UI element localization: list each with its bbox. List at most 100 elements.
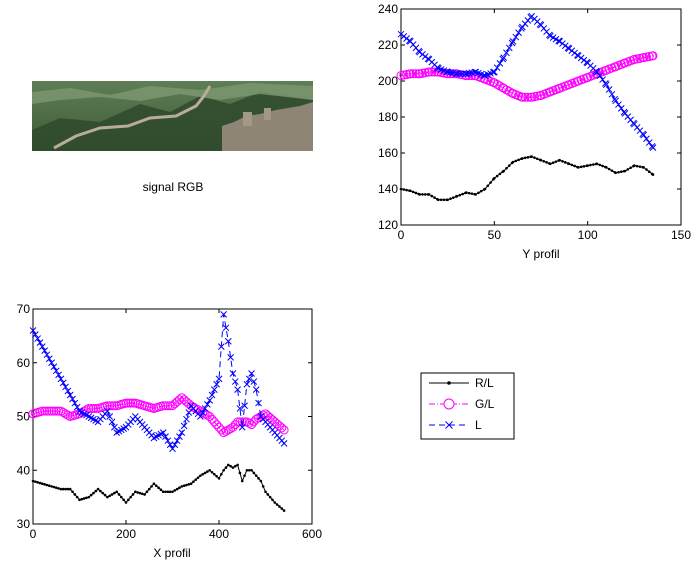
x-profile-point-rl — [275, 503, 279, 506]
x-profile-point-gl — [58, 407, 68, 417]
x-profile-point-rl — [245, 468, 249, 472]
x-profile-point-l — [66, 391, 74, 399]
x-profile-point-gl — [279, 425, 289, 435]
x-profile-point-rl — [229, 464, 232, 468]
x-profile-point-l — [180, 422, 188, 430]
x-profile-point-rl — [54, 486, 58, 490]
y-profile-point-gl — [520, 92, 530, 102]
y-profile-point-rl — [601, 164, 604, 168]
x-profile-point-l — [243, 380, 251, 388]
x-profile-point-l — [50, 363, 58, 371]
y-profile-ytick-label: 240 — [378, 2, 398, 16]
y-profile-point-rl — [474, 193, 477, 196]
x-profile-point-rl — [120, 495, 123, 499]
x-profile-point-rl — [194, 478, 198, 481]
x-profile-point-rl — [254, 474, 258, 477]
x-profile-point-rl — [206, 470, 209, 473]
y-profile-point-gl — [499, 83, 509, 93]
y-profile-point-rl — [567, 162, 571, 166]
y-profile-point-rl — [517, 158, 520, 162]
y-profile-point-rl — [577, 166, 580, 169]
x-profile-point-l — [250, 378, 258, 385]
x-profile-point-rl — [50, 485, 53, 488]
x-profile-point-rl — [278, 505, 281, 508]
y-profile-point-rl — [638, 165, 642, 168]
photo-hill-light — [32, 83, 313, 104]
y-profile-point-l — [649, 144, 657, 151]
y-profile-point-rl — [633, 164, 636, 167]
photo-caption: signal RGB — [143, 180, 204, 194]
y-profile-point-rl — [610, 169, 614, 172]
x-profile-point-l — [236, 405, 244, 412]
x-profile-point-rl — [252, 471, 256, 475]
x-profile-point-gl — [91, 403, 101, 413]
y-profile-point-rl — [526, 156, 530, 159]
x-profile-point-gl — [219, 428, 229, 438]
y-profile-point-gl — [648, 51, 658, 61]
y-profile-point-rl — [511, 160, 515, 164]
x-profile-point-l — [220, 311, 228, 318]
y-profile-point-gl — [427, 67, 437, 77]
y-profile-point-rl — [465, 191, 468, 194]
y-profile-point-l — [496, 60, 504, 67]
x-profile-point-rl — [89, 493, 93, 497]
y-profile-point-rl — [554, 160, 558, 163]
y-profile-point-l — [645, 139, 653, 146]
x-profile-point-rl — [243, 474, 246, 477]
x-profile-point-rl — [108, 494, 112, 498]
x-profile-point-l — [183, 415, 190, 423]
x-profile-point-rl — [180, 485, 184, 488]
x-profile-point-rl — [110, 493, 114, 496]
x-profile-point-gl — [228, 422, 238, 432]
x-profile-point-l — [234, 386, 241, 393]
x-profile-point-rl — [247, 468, 251, 472]
x-profile-point-gl — [158, 401, 168, 411]
y-profile-series-line-l — [400, 15, 654, 148]
x-profile-ytick-label: 50 — [17, 410, 31, 424]
x-profile-point-rl — [136, 491, 139, 494]
y-profile-point-rl — [483, 187, 487, 191]
x-profile-point-l — [169, 445, 176, 453]
x-profile-point-rl — [80, 497, 84, 501]
x-profile-point-l — [48, 359, 55, 367]
x-profile-point-gl — [121, 398, 131, 408]
y-profile-point-rl — [467, 191, 471, 195]
y-profile-point-rl — [614, 171, 617, 175]
y-profile-point-l — [617, 105, 625, 112]
y-profile-point-rl — [461, 192, 464, 196]
x-profile-point-l — [206, 397, 214, 404]
y-profile-xtick-label: 150 — [671, 228, 691, 242]
x-profile-point-rl — [75, 495, 79, 499]
y-profile-point-rl — [549, 162, 552, 166]
x-profile-point-rl — [143, 493, 146, 496]
x-profile-point-gl — [161, 401, 171, 411]
x-profile-point-rl — [282, 509, 286, 512]
x-profile-point-rl — [101, 491, 105, 495]
x-profile-point-l — [176, 433, 183, 441]
y-profile-ytick-label: 140 — [378, 182, 398, 196]
x-profile-point-rl — [103, 493, 107, 497]
x-profile-point-l — [222, 324, 230, 332]
y-profile-point-rl — [486, 184, 490, 188]
y-profile-series-line-rl — [400, 156, 654, 201]
x-profile-point-gl — [37, 406, 47, 416]
x-profile-point-l — [248, 370, 255, 377]
x-profile-point-gl — [163, 401, 173, 411]
x-profile-point-l — [241, 402, 248, 410]
x-profile-point-l — [215, 375, 223, 383]
x-profile-point-rl — [178, 486, 181, 490]
y-profile-point-rl — [551, 161, 555, 165]
y-profile-point-rl — [458, 193, 462, 197]
x-profile-point-l — [213, 380, 221, 388]
x-profile-point-gl — [216, 425, 226, 435]
y-profile-point-rl — [477, 191, 480, 195]
x-profile-point-rl — [99, 489, 102, 493]
x-profile-point-rl — [150, 485, 153, 488]
x-profile-point-rl — [106, 495, 109, 499]
x-profile-point-rl — [47, 484, 51, 488]
legend-label-l: L — [475, 418, 482, 432]
legend-label-rl: R/L — [475, 376, 494, 390]
y-profile-point-rl — [607, 167, 611, 171]
y-profile-point-gl — [411, 69, 421, 79]
